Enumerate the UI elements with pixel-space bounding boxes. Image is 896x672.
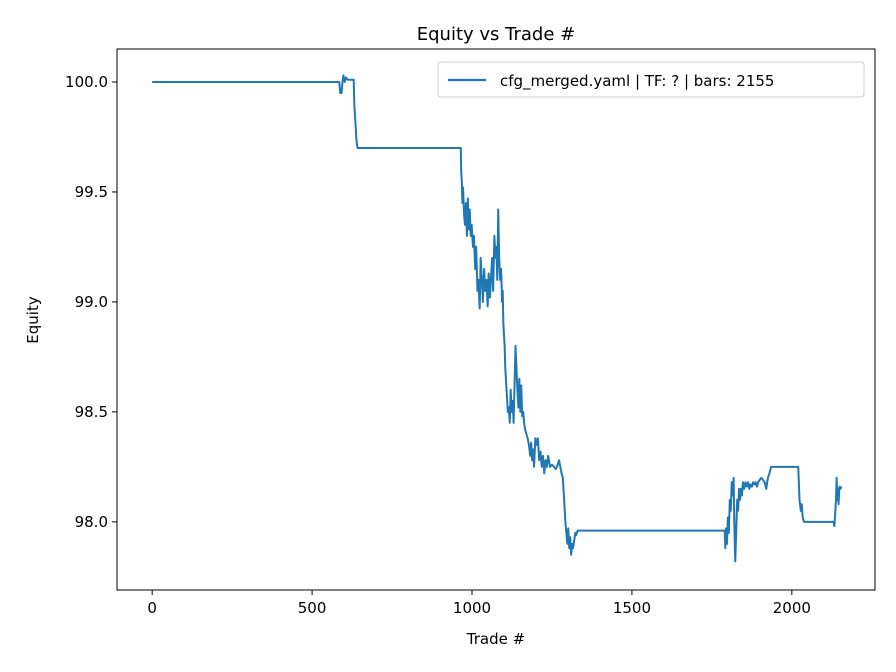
legend-label: cfg_merged.yaml | TF: ? | bars: 2155 bbox=[500, 72, 774, 91]
chart-title: Equity vs Trade # bbox=[417, 24, 575, 45]
series-layer bbox=[152, 74, 843, 563]
legend: cfg_merged.yaml | TF: ? | bars: 2155 bbox=[437, 61, 865, 98]
plot-area bbox=[116, 48, 876, 591]
y-axis: 98.0 98.5 99.0 99.5 100.0 bbox=[65, 73, 117, 531]
x-axis-label: Trade # bbox=[466, 630, 525, 648]
y-tick-label: 99.5 bbox=[75, 183, 108, 201]
y-tick-label: 100.0 bbox=[65, 73, 108, 91]
plot-frame bbox=[116, 48, 876, 591]
y-tick-label: 98.5 bbox=[75, 403, 108, 421]
y-tick-label: 99.0 bbox=[75, 293, 108, 311]
y-axis-label: Equity bbox=[24, 296, 42, 344]
x-axis: 0 500 1000 1500 2000 bbox=[147, 590, 811, 617]
equity-series-line bbox=[152, 74, 843, 563]
x-tick-label: 2000 bbox=[773, 599, 811, 617]
legend-box bbox=[437, 61, 865, 98]
x-tick-label: 0 bbox=[147, 599, 157, 617]
x-tick-label: 1500 bbox=[613, 599, 651, 617]
x-tick-label: 1000 bbox=[453, 599, 491, 617]
y-tick-label: 98.0 bbox=[75, 513, 108, 531]
x-tick-label: 500 bbox=[298, 599, 327, 617]
